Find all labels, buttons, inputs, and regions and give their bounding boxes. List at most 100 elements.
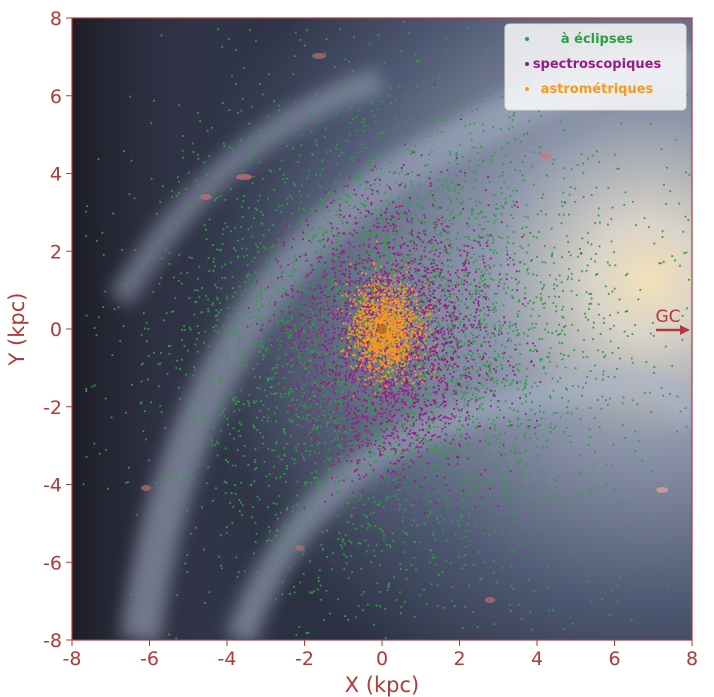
data-point (253, 152, 256, 155)
data-point (333, 278, 336, 281)
data-point (444, 291, 447, 293)
data-point (305, 276, 308, 278)
data-point (538, 527, 540, 530)
data-point (197, 332, 200, 334)
data-point (420, 298, 422, 301)
data-point (355, 265, 358, 267)
data-point (265, 395, 268, 397)
data-point (412, 461, 415, 464)
data-point (458, 385, 461, 387)
data-point (396, 498, 399, 500)
data-point (562, 213, 565, 216)
data-point (539, 510, 542, 513)
data-point (382, 506, 385, 509)
data-point (234, 484, 237, 486)
data-point (611, 589, 614, 592)
data-point (370, 381, 373, 384)
data-point (336, 227, 339, 230)
data-point (496, 416, 498, 419)
data-point (513, 252, 516, 255)
data-point (262, 93, 264, 96)
data-point (282, 299, 285, 301)
data-point (402, 363, 405, 366)
data-point (456, 269, 459, 272)
data-point (335, 390, 337, 392)
data-point (380, 209, 382, 212)
data-point (660, 387, 663, 389)
data-point (524, 155, 527, 158)
data-point (301, 322, 304, 325)
data-point (216, 454, 219, 457)
data-point (380, 242, 383, 245)
data-point (445, 319, 448, 322)
data-point (379, 312, 381, 315)
data-point (294, 268, 297, 271)
data-point (173, 504, 176, 507)
data-point (297, 415, 299, 418)
data-point (460, 391, 463, 393)
data-point (175, 195, 178, 197)
data-point (436, 355, 439, 358)
data-point (286, 509, 288, 511)
data-point (377, 404, 380, 407)
data-point (553, 283, 556, 286)
data-point (485, 466, 488, 469)
data-point (429, 258, 431, 261)
data-point (338, 531, 341, 534)
data-point (303, 422, 306, 425)
data-point (369, 407, 371, 409)
data-point (347, 221, 350, 224)
data-point (238, 341, 240, 344)
data-point (461, 424, 464, 426)
data-point (348, 185, 351, 188)
data-point (220, 402, 222, 405)
data-point (463, 355, 466, 357)
data-point (448, 244, 450, 247)
data-point (244, 310, 246, 313)
data-point (413, 306, 415, 309)
data-point (259, 211, 262, 213)
data-point (325, 38, 328, 40)
data-point (334, 369, 336, 371)
data-point (354, 278, 357, 281)
data-point (550, 422, 553, 425)
data-point (307, 631, 310, 634)
data-point (213, 257, 215, 260)
data-point (586, 264, 589, 267)
data-point (168, 633, 170, 636)
data-point (230, 492, 233, 495)
data-point (284, 552, 287, 555)
data-point (675, 138, 678, 141)
data-point (539, 281, 542, 284)
data-point (249, 146, 251, 148)
data-point (406, 306, 409, 308)
data-point (358, 459, 361, 462)
data-point (422, 379, 424, 382)
data-point (413, 502, 416, 505)
data-point (410, 260, 413, 262)
data-point (434, 377, 437, 380)
data-point (275, 477, 278, 480)
data-point (215, 315, 217, 318)
data-point (442, 396, 445, 399)
data-point (345, 417, 347, 420)
data-point (198, 184, 200, 187)
data-point (187, 171, 190, 174)
data-point (440, 465, 443, 468)
data-point (512, 297, 514, 300)
data-point (439, 298, 442, 301)
data-point (310, 437, 313, 440)
data-point (383, 534, 385, 537)
data-point (457, 317, 460, 320)
data-point (353, 381, 356, 383)
data-point (686, 94, 689, 97)
data-point (463, 274, 466, 277)
data-point (322, 485, 325, 488)
data-point (495, 203, 498, 205)
data-point (568, 213, 570, 216)
data-point (335, 112, 338, 115)
data-point (470, 256, 473, 259)
data-point (435, 226, 438, 228)
data-point (440, 295, 443, 297)
data-point (243, 362, 246, 365)
